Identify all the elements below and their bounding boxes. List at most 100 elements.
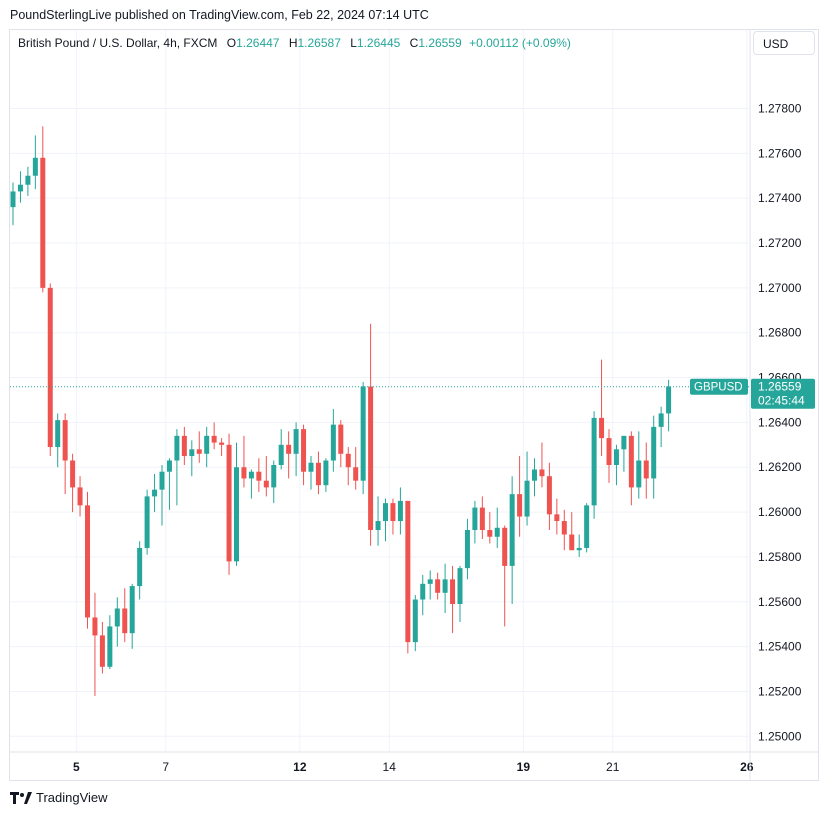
candle-body: [427, 579, 433, 584]
candle-body: [584, 505, 590, 548]
candle-body: [174, 435, 180, 461]
x-tick-label: 7: [162, 760, 169, 774]
candle-body: [17, 184, 23, 192]
y-tick-label: 1.25600: [758, 595, 802, 609]
candle-body: [554, 514, 560, 522]
candle-body: [368, 386, 374, 531]
candle-body: [99, 635, 105, 667]
candle-body: [383, 503, 388, 522]
tradingview-logo-icon: [10, 791, 32, 804]
y-tick-label: 1.27800: [758, 101, 802, 115]
candle-body: [159, 471, 165, 490]
candle-body: [241, 467, 247, 479]
candle-body: [70, 460, 76, 488]
candle-body: [517, 494, 523, 517]
candle-body: [651, 426, 657, 479]
candle-body: [256, 471, 262, 481]
candle-body: [248, 471, 254, 479]
candle-body: [405, 500, 411, 643]
candle-body: [546, 476, 552, 515]
candle-body: [621, 435, 627, 450]
candle-body: [62, 420, 68, 461]
candle-body: [263, 480, 269, 488]
y-tick-label: 1.27600: [758, 146, 802, 160]
candle-body: [561, 521, 567, 535]
bar-countdown: 02:45:44: [758, 394, 805, 408]
candle-body: [472, 507, 478, 531]
candle-body: [643, 460, 649, 479]
close-value: 1.26559: [418, 36, 462, 50]
last-price-value: 1.26559: [758, 380, 802, 394]
symbol-price-tag: [690, 378, 748, 395]
candle-body: [152, 489, 158, 497]
candle-body: [613, 449, 619, 465]
candle-body: [286, 444, 292, 454]
publish-info: PoundSterlingLive published on TradingVi…: [10, 8, 429, 22]
candle-body: [92, 617, 98, 636]
candle-body: [315, 462, 321, 486]
candle-body: [10, 191, 16, 208]
candle-body: [420, 583, 426, 600]
candle-body: [32, 157, 38, 176]
y-tick-label: 1.25000: [758, 729, 802, 743]
candle-body: [487, 530, 493, 537]
currency-button[interactable]: USD: [753, 31, 815, 55]
candle-body: [338, 424, 344, 454]
candle-body: [204, 435, 210, 454]
last-price-box: [751, 378, 815, 409]
candle-body: [189, 449, 195, 457]
symbol-title: British Pound / U.S. Dollar, 4h, FXCM: [18, 36, 218, 50]
candle-body: [271, 464, 277, 488]
candle-body: [532, 469, 537, 481]
y-tick-label: 1.25200: [758, 684, 802, 698]
candle-body: [479, 507, 485, 531]
candle-body: [345, 453, 351, 468]
candle-body: [360, 386, 366, 481]
chart-frame: [9, 29, 819, 781]
low-label: L: [350, 36, 357, 50]
y-tick-label: 1.25400: [758, 640, 802, 654]
candle-body: [435, 579, 441, 593]
candle-body: [278, 444, 284, 465]
candle-body: [606, 438, 612, 465]
candle-body: [25, 175, 31, 185]
candle-body: [412, 599, 418, 643]
ohlc-legend: British Pound / U.S. Dollar, 4h, FXCM O1…: [18, 36, 571, 50]
candle-body: [457, 568, 463, 605]
candle-body: [196, 449, 202, 454]
high-label: H: [288, 36, 298, 50]
candle-body: [55, 420, 61, 448]
candle-body: [666, 386, 672, 414]
candle-body: [375, 521, 381, 531]
x-tick-label: 26: [740, 760, 754, 774]
y-tick-label: 1.27400: [758, 191, 802, 205]
candle-body: [494, 527, 500, 537]
footer-branding: TradingView: [10, 790, 108, 805]
candle-body: [524, 480, 530, 517]
candle-body: [77, 487, 83, 506]
open-label: O: [226, 36, 237, 50]
y-tick-label: 1.25800: [758, 550, 802, 564]
candle-body: [599, 417, 605, 439]
open-value: 1.26447: [236, 36, 280, 50]
brand-name: TradingView: [36, 790, 108, 805]
high-value: 1.26587: [297, 36, 341, 50]
candle-body: [658, 413, 664, 427]
candle-body: [47, 287, 53, 448]
candle-body: [353, 467, 359, 481]
candle-body: [226, 444, 232, 562]
candle-body: [397, 500, 403, 522]
candle-body: [539, 469, 545, 477]
close-label: C: [409, 36, 419, 50]
candle-body: [628, 435, 634, 488]
candle-body: [502, 527, 508, 566]
x-tick-label: 14: [383, 760, 397, 774]
candle-body: [323, 460, 329, 486]
x-tick-label: 21: [606, 760, 620, 774]
candle-body: [234, 467, 239, 562]
candle-body: [509, 494, 515, 566]
x-tick-label: 12: [293, 760, 307, 774]
candle-body: [219, 442, 225, 445]
candle-body: [85, 505, 90, 618]
